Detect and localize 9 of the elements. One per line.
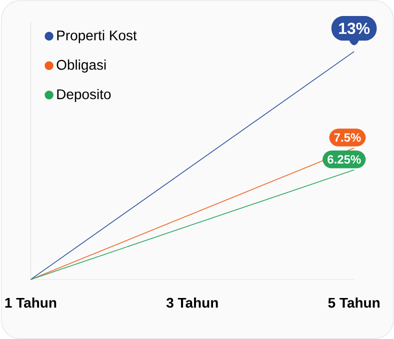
data-label: 6.25% — [328, 154, 361, 164]
legend-label: Obligasi — [56, 59, 106, 72]
legend-label: Properti Kost — [57, 30, 137, 43]
x-tick-label: 5 Tahun — [328, 297, 380, 308]
data-label: 7.5% — [334, 133, 361, 142]
legend-label: Deposito — [57, 88, 111, 102]
x-tick-label: 3 Tahun — [166, 297, 218, 308]
x-tick-label: 1 Tahun — [5, 297, 56, 308]
data-label: 13% — [339, 22, 370, 34]
